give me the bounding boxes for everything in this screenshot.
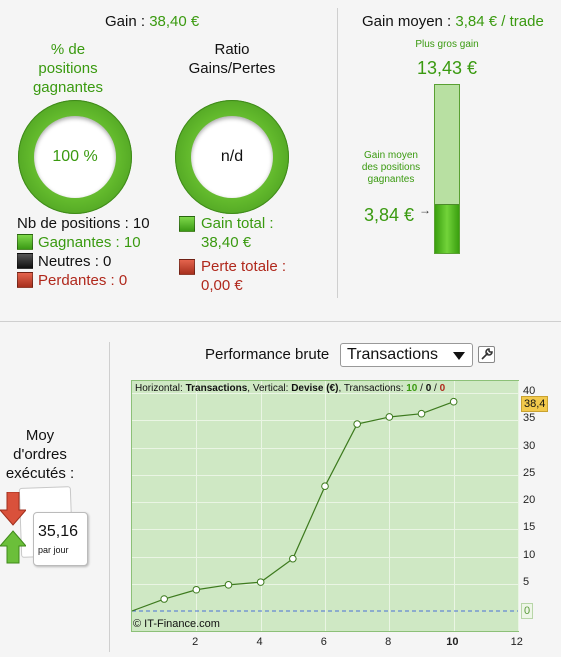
performance-select-value: Transactions: [347, 346, 438, 363]
max-gain-value: 13,43 €: [416, 58, 478, 78]
total-gain-value: 38,40 €: [201, 234, 252, 251]
orders-card: 35,16 par jour: [33, 512, 88, 566]
total-loss-swatch: [179, 259, 195, 275]
average-gain-title: Gain moyen : 3,84 € / trade: [362, 13, 544, 30]
y-tick-label: 5: [523, 575, 530, 588]
series-line: [132, 401, 454, 612]
y-tick-label: 40: [523, 385, 536, 397]
bottom-divider-vertical: [109, 342, 110, 652]
x-tick-label: 12: [510, 636, 523, 648]
total-loss-value: 0,00 €: [201, 277, 243, 294]
data-point: [160, 595, 168, 603]
performance-select[interactable]: Transactions: [340, 343, 473, 367]
y-tick-label: 25: [523, 466, 536, 479]
gauge-marker-line: [435, 204, 459, 205]
avg-win-label: Gain moyen des positions gagnantes: [361, 150, 421, 185]
y-tick-label: 35: [523, 412, 536, 425]
gridline-x: [196, 381, 198, 631]
data-point: [417, 409, 426, 418]
data-point: [256, 578, 265, 586]
wrench-icon: [481, 348, 493, 360]
x-tick-label: 2: [192, 636, 199, 648]
performance-title: Performance brute: [205, 346, 330, 363]
performance-chart: Horizontal: Transactions, Vertical: Devi…: [131, 380, 519, 632]
avg-win-value: 3,84 €: [364, 205, 415, 225]
max-gain-label: Plus gros gain: [415, 39, 479, 50]
y-tick-label: 15: [523, 521, 536, 534]
x-tick-label: 6: [320, 636, 327, 648]
chart-plot: [132, 397, 518, 612]
chevron-down-icon: [453, 352, 465, 360]
up-arrow-icon: [0, 530, 26, 564]
gridline-x: [325, 381, 326, 631]
chart-credit: © IT-Finance.com: [133, 618, 220, 630]
avg-win-arrow-icon: →: [419, 203, 431, 217]
winners-swatch: [17, 234, 33, 250]
gridline-x: [260, 381, 262, 631]
losers-label: Perdantes : 0: [38, 272, 128, 289]
total-loss-label: Perte totale :: [201, 258, 287, 275]
ratio-donut: n/d: [175, 100, 289, 214]
win-pct-title: % de positions gagnantes: [32, 41, 104, 96]
ratio-title: Ratio Gains/Pertes: [188, 41, 276, 77]
win-pct-value: 100 %: [34, 116, 116, 198]
x-tick-label: 4: [256, 636, 263, 648]
last-value-tag: 38,4: [521, 396, 549, 412]
total-gain-swatch: [179, 216, 195, 232]
section-divider: [0, 321, 561, 322]
zero-value-tag: 0: [521, 603, 534, 619]
down-arrow-icon: [0, 492, 26, 526]
data-point: [385, 413, 394, 421]
data-point: [224, 581, 233, 589]
chart-header: Horizontal: Transactions, Vertical: Devi…: [135, 383, 446, 394]
x-tick-label: 8: [385, 636, 392, 648]
x-tick-label: 10: [446, 636, 459, 648]
data-point: [289, 554, 297, 563]
neutral-swatch: [17, 253, 33, 269]
positions-count: Nb de positions : 10: [17, 215, 150, 232]
gridline-x: [518, 381, 519, 631]
total-gain-label: Gain total :: [201, 215, 274, 232]
data-point: [449, 397, 458, 406]
gauge-fill: [435, 205, 459, 253]
gain-title: Gain : 38,40 €: [105, 13, 200, 30]
top-divider-vertical: [337, 8, 338, 298]
orders-unit: par jour: [38, 545, 69, 555]
ratio-value: n/d: [191, 116, 273, 198]
y-tick-label: 10: [523, 548, 536, 561]
y-tick-label: 20: [523, 494, 536, 506]
neutral-label: Neutres : 0: [38, 253, 112, 270]
data-point: [192, 585, 201, 594]
win-pct-donut: 100 %: [18, 100, 132, 214]
gridline-x: [453, 381, 455, 631]
losers-swatch: [17, 272, 33, 288]
orders-value: 35,16: [38, 523, 79, 540]
data-point: [353, 420, 361, 428]
orders-title: Moy d'ordres exécutés :: [5, 427, 75, 482]
average-gain-gauge: [434, 84, 460, 254]
gridline-x: [389, 381, 391, 631]
winners-label: Gagnantes : 10: [38, 234, 141, 251]
wrench-button[interactable]: [478, 346, 495, 363]
data-point: [321, 482, 329, 490]
y-tick-label: 30: [523, 439, 536, 452]
